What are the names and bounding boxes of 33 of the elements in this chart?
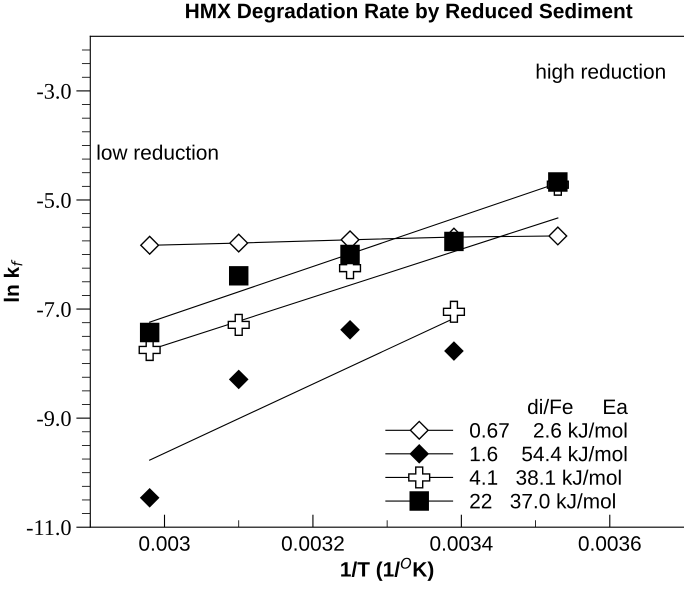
legend-label: 1.6 54.4 kJ/mol [470, 446, 626, 462]
point [228, 266, 248, 286]
x-tick-label: 0.0032 [282, 536, 344, 551]
point [444, 232, 464, 252]
point [548, 226, 568, 246]
legend-label: 22 37.0 kJ/mol [470, 493, 615, 509]
point [340, 244, 360, 264]
point [340, 320, 360, 340]
point [229, 370, 248, 389]
point [228, 314, 250, 336]
point [140, 322, 160, 342]
chart-title: HMX Degradation Rate by Reduced Sediment [186, 3, 632, 23]
y-tick-label: -5.0 [37, 192, 71, 208]
x-axis-title: 1/T (1/$^{O}$K) [341, 558, 434, 581]
point [229, 234, 248, 253]
x-tick-label: 0.0034 [430, 536, 493, 551]
annotation: high reduction [536, 64, 665, 83]
point [442, 300, 466, 323]
legend-title: di/Fe Ea [528, 398, 628, 414]
y-tick-label: -3.0 [37, 84, 71, 99]
point [444, 342, 464, 361]
y-axis-title: ln k$_{f}$ [4, 260, 22, 302]
y-tick-label: -7.0 [37, 302, 71, 318]
point [140, 488, 160, 508]
y-tick-label: -11.0 [26, 520, 71, 536]
point [548, 172, 568, 192]
x-tick-label: 0.0036 [578, 536, 641, 551]
legend-label: 0.67 2.6 kJ/mol [470, 422, 626, 438]
y-tick-label: -9.0 [37, 411, 71, 426]
x-tick-label: 0.003 [139, 536, 190, 551]
legend-label: 4.1 38.1 kJ/mol [470, 470, 621, 485]
annotation: low reduction [98, 144, 218, 160]
point [140, 236, 160, 255]
